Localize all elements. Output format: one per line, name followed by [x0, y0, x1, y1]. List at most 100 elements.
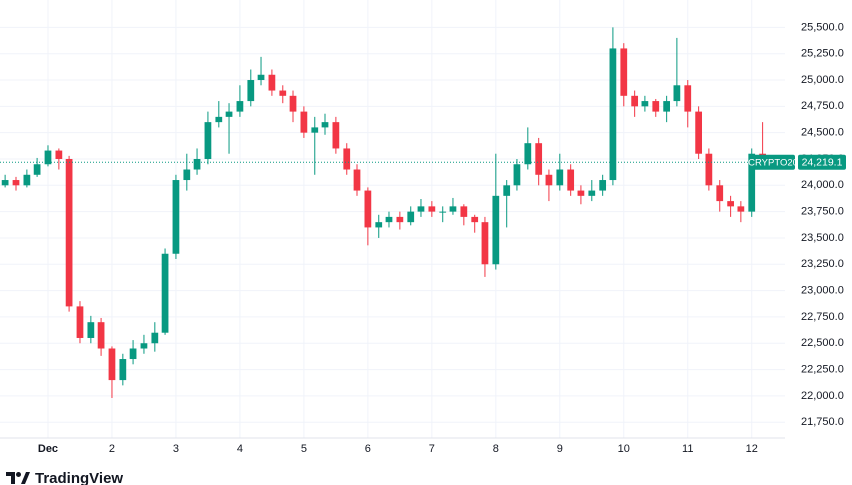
candle-body	[183, 169, 191, 181]
candle-body	[289, 95, 297, 112]
candle-body	[353, 169, 361, 191]
symbol-badge	[751, 154, 795, 170]
candle-body	[321, 122, 329, 128]
y-tick-label: 22,500.0	[801, 337, 844, 349]
candle-body	[524, 143, 532, 165]
candle-body	[364, 190, 372, 228]
candle-body	[385, 216, 393, 223]
candle-body	[545, 174, 553, 186]
y-tick-label: 23,750.0	[801, 206, 844, 218]
candle-body	[12, 180, 20, 186]
candle-body	[151, 332, 159, 344]
candle-body	[652, 101, 660, 112]
y-tick-label: 22,000.0	[801, 390, 844, 402]
candle-body	[663, 101, 671, 112]
candle-body	[407, 211, 415, 223]
candle-body	[428, 206, 436, 212]
candle-body	[108, 348, 116, 381]
candle-body	[1, 180, 9, 186]
grid	[0, 0, 785, 438]
candle-body	[620, 48, 628, 96]
candle-body	[343, 148, 351, 170]
candle-body	[129, 348, 137, 360]
x-tick-label: 4	[237, 443, 243, 455]
candles	[1, 27, 766, 398]
y-tick-label: 25,000.0	[801, 74, 844, 86]
y-tick-label: 22,250.0	[801, 363, 844, 375]
candle-body	[609, 48, 617, 181]
x-tick-label: 7	[429, 443, 435, 455]
candle-body	[140, 343, 148, 349]
candle-body	[204, 122, 212, 159]
x-tick-label: 8	[493, 443, 499, 455]
candle-body	[417, 206, 425, 212]
x-tick-label: 6	[365, 443, 371, 455]
candle-body	[76, 306, 84, 338]
branding: TradingView	[35, 470, 123, 485]
candle-body	[641, 101, 649, 107]
last-price-label: 24,219.1	[802, 157, 843, 169]
candle-body	[535, 143, 543, 175]
candle-body	[23, 174, 31, 186]
candle-body	[695, 111, 703, 154]
candle-body	[727, 201, 734, 207]
y-tick-label: 25,250.0	[801, 48, 844, 60]
y-tick-label: 22,750.0	[801, 311, 844, 323]
candle-body	[673, 85, 681, 102]
candle-body	[161, 253, 169, 333]
candle-body	[311, 127, 319, 133]
x-tick-label: Dec	[38, 443, 58, 455]
candle-body	[599, 180, 607, 191]
y-tick-label: 24,750.0	[801, 100, 844, 112]
y-tick-label: 23,000.0	[801, 285, 844, 297]
candle-body	[471, 216, 479, 223]
candle-body	[481, 222, 489, 265]
x-tick-label: 3	[173, 443, 179, 455]
candle-body	[737, 206, 745, 212]
candle-body	[97, 322, 105, 349]
candle-body	[279, 90, 287, 96]
logo-mark	[6, 472, 15, 484]
candle-body	[119, 359, 127, 381]
symbol-label: CRYPTO20	[748, 157, 798, 168]
candle-body	[567, 169, 575, 191]
candle-body	[556, 169, 564, 186]
logo-mark	[21, 472, 30, 484]
y-tick-label: 24,000.0	[801, 179, 844, 191]
candle-body	[236, 101, 244, 112]
candle-body	[172, 180, 180, 254]
x-tick-label: 12	[746, 443, 758, 455]
candle-body	[268, 74, 276, 91]
x-tick-label: 9	[557, 443, 563, 455]
candle-body	[748, 153, 756, 212]
x-tick-label: 10	[618, 443, 630, 455]
candle-body	[631, 95, 639, 107]
candle-body	[716, 185, 724, 202]
candle-body	[460, 206, 468, 217]
y-tick-label: 25,500.0	[801, 21, 844, 33]
candle-body	[449, 206, 457, 212]
y-tick-label: 24,500.0	[801, 127, 844, 139]
candle-body	[247, 80, 255, 102]
x-tick-label: 5	[301, 443, 307, 455]
y-tick-label: 23,250.0	[801, 258, 844, 270]
candle-body	[439, 211, 447, 213]
candle-body	[87, 322, 95, 338]
candle-body	[513, 164, 521, 186]
candle-body	[257, 74, 265, 81]
last-price-badge	[798, 154, 846, 170]
candle-body	[503, 185, 511, 196]
candle-body	[577, 190, 585, 196]
candle-body	[332, 122, 340, 149]
candle-body	[215, 116, 223, 123]
candle-body	[44, 150, 52, 165]
candle-body	[375, 222, 383, 228]
candle-body	[684, 85, 692, 112]
y-tick-label: 21,750.0	[801, 416, 844, 428]
logo: TradingView	[6, 470, 123, 485]
candle-body	[193, 158, 201, 170]
logo-dot	[16, 472, 21, 477]
candle-body	[55, 150, 63, 159]
y-tick-label: 23,500.0	[801, 232, 844, 244]
